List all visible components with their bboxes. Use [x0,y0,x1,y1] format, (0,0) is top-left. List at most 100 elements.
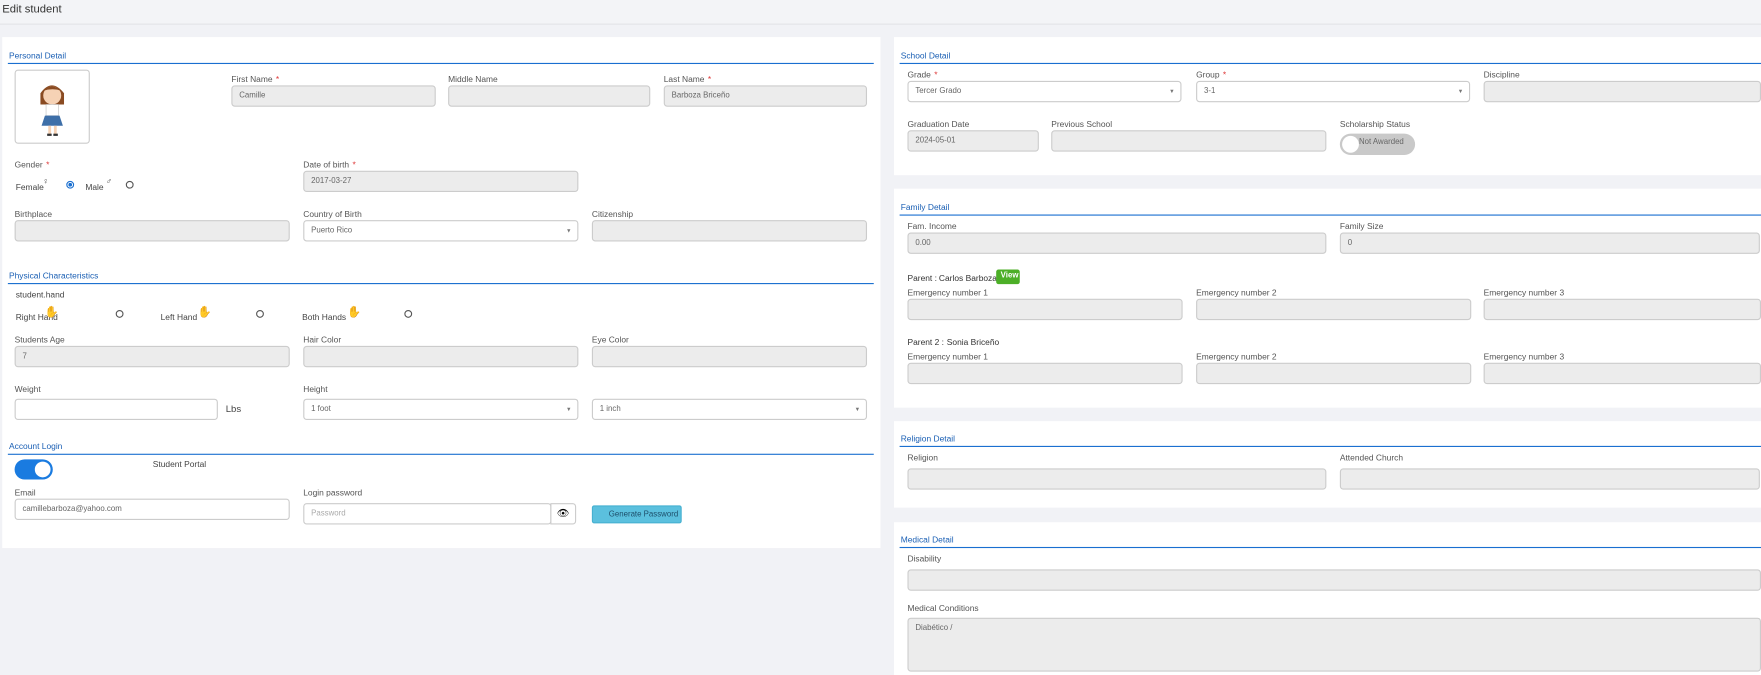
toggle-knob [34,461,51,478]
parent-label: Parent 2 : [907,336,944,348]
field-label: Medical Conditions [907,603,979,614]
hand-icon: ✋ [347,306,362,319]
field-label: Disability [907,553,942,564]
input[interactable] [1196,298,1472,321]
parent-name: Carlos Barboza [938,272,997,284]
section-rule [899,546,1761,549]
field-label: Height [303,384,328,395]
select-caret: ▼ [566,406,572,414]
left-panel [2,37,881,549]
input[interactable] [1483,80,1761,103]
select[interactable]: Puerto Rico [303,220,579,242]
input[interactable]: 2017-03-27 [303,170,579,193]
generate-password[interactable]: Generate Password [591,505,682,524]
input[interactable]: 2024-05-01 [907,130,1039,152]
field-label: Eye Color [591,334,629,345]
input[interactable]: 0.00 [907,232,1327,254]
hand-option: Both Hands [302,312,347,323]
parent-label: Parent : [907,272,937,284]
field-label: Last Name * [663,74,712,85]
field-label: Discipline [1483,69,1520,80]
scholarship-toggle[interactable]: Not Awarded [1339,133,1416,155]
section-rule [7,62,874,65]
select[interactable]: 1 inch [591,398,868,421]
field-label: Emergency number 3 [1483,287,1565,298]
input[interactable] [1339,468,1760,490]
field-label: Fam. Income [907,221,957,232]
input[interactable]: Barboza Briceño [663,85,868,107]
section-rule [899,62,1761,65]
radio[interactable] [404,309,413,318]
select-caret: ▼ [566,227,572,235]
input[interactable]: 0 [1339,232,1760,254]
input[interactable]: Password [303,503,552,525]
input[interactable] [907,298,1183,321]
show-password[interactable]: 👁 [550,503,577,525]
input[interactable]: camillebarboza@yahoo.com [14,498,290,520]
field-label: Date of birth * [303,159,356,170]
section-rule [899,445,1761,447]
input[interactable] [1483,362,1761,385]
school-panel [893,37,1761,176]
required-mark: * [46,159,50,170]
section-title: Physical Characteristics [8,270,99,281]
required-mark: * [934,69,938,80]
field-label: Weight [14,384,41,395]
input[interactable]: Camille [231,85,436,107]
input[interactable]: Diabético / [907,617,1761,672]
view-parent[interactable]: View [996,269,1020,285]
hand-label: student.hand [15,289,65,300]
header-bar [0,0,1761,25]
section-title: Account Login [8,441,63,452]
field-label: Emergency number 1 [907,351,988,362]
unit: Lbs [225,403,242,415]
field-label: Scholarship Status [1339,119,1411,130]
input[interactable] [591,220,868,242]
portal-label: Student Portal [152,459,207,470]
male-icon: ♂ [105,176,112,187]
radio[interactable] [125,180,134,189]
section-title: Religion Detail [900,433,956,444]
field-label: Middle Name [448,74,498,85]
religion-panel [893,421,1761,508]
section-title: Personal Detail [8,50,67,61]
field-label: Citizenship [591,208,634,220]
input[interactable] [14,220,290,242]
gender-option: Female [15,181,44,193]
required-mark: * [1222,69,1227,80]
input[interactable] [1051,130,1327,152]
input[interactable] [907,569,1761,591]
select-caret: ▼ [854,406,861,414]
toggle-knob [1342,135,1359,153]
input[interactable] [14,398,218,421]
field-label: Hair Color [303,334,342,345]
page-title: Edit student [2,3,62,16]
radio[interactable] [66,180,75,189]
input[interactable] [907,362,1183,385]
input[interactable] [591,345,868,368]
required-mark: * [707,74,712,85]
select[interactable]: Tercer Grado [907,80,1182,103]
input[interactable] [1196,362,1472,385]
hand-option: Left Hand [160,312,198,323]
section-rule [7,453,874,455]
field-label: Family Size [1339,221,1384,232]
input[interactable] [448,85,651,107]
field-label: Emergency number 2 [1196,287,1277,298]
field-label: Emergency number 2 [1196,351,1277,362]
select[interactable]: 1 foot [303,398,579,421]
input[interactable] [907,468,1327,490]
input[interactable] [1483,298,1761,321]
input[interactable]: 7 [14,345,290,368]
required-mark: * [352,159,356,170]
radio[interactable] [115,309,124,318]
radio[interactable] [256,309,264,318]
select[interactable]: 3-1 [1196,80,1471,103]
section-rule [899,214,1761,216]
field-label: Emergency number 1 [907,287,988,298]
input[interactable] [303,345,579,368]
required-mark: * [275,74,280,85]
field-label: Graduation Date [907,119,970,130]
